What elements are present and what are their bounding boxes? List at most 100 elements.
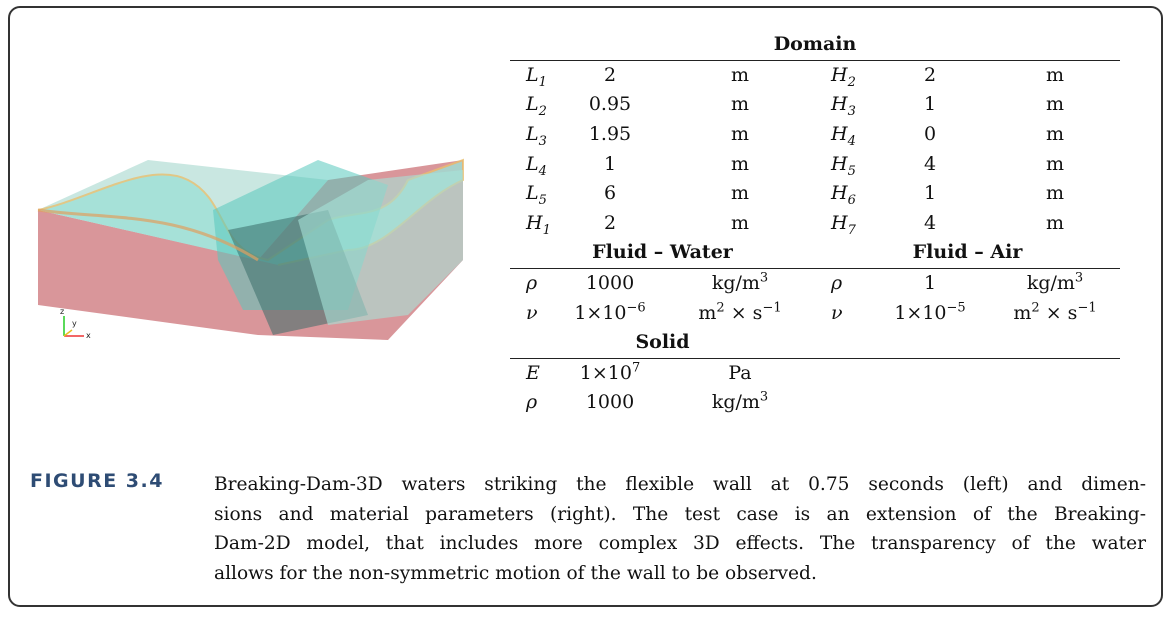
cell-text: 1 [604, 153, 616, 175]
table-cell: H4 [815, 120, 870, 150]
cell-text: ν [526, 302, 538, 324]
cell-text: H [831, 153, 848, 175]
table-cell: 1000 [555, 388, 665, 418]
cell-text: L [526, 182, 539, 204]
cell-text: H [831, 93, 848, 115]
cell-text: m [731, 123, 749, 145]
cell-text: 3 [1075, 271, 1083, 286]
table-cell: kg/m3 [665, 268, 815, 298]
table-cell: m [990, 120, 1120, 150]
cell-text: 4 [924, 212, 936, 234]
cell-text: −1 [762, 300, 781, 315]
table-cell: 1.95 [555, 120, 665, 150]
table-cell: Pa [665, 358, 815, 388]
cell-text: m [731, 182, 749, 204]
cell-text: 1 [539, 75, 547, 90]
table-cell: ν [815, 298, 870, 328]
cell-text: Pa [728, 362, 751, 384]
cell-text: 2 [604, 212, 616, 234]
table-cell: m2 × s−1 [990, 298, 1120, 328]
cell-text: 1 [924, 272, 936, 294]
cell-text: 2 [716, 300, 724, 315]
cell-text: 3 [539, 134, 547, 149]
table-cell: m [990, 60, 1120, 90]
cell-text: H [831, 212, 848, 234]
table-cell: 1×10−5 [870, 298, 990, 328]
cell-text: m [731, 153, 749, 175]
cell-text: 1 [924, 93, 936, 115]
cell-text: 1000 [586, 272, 634, 294]
table-cell: m [665, 149, 815, 179]
cell-text: ν [831, 302, 843, 324]
cell-text: L [526, 123, 539, 145]
table-row: E 1×107 Pa [510, 358, 1120, 388]
table-cell: L2 [510, 90, 555, 120]
table-row: ρ1000kg/m3ρ1kg/m3 [510, 268, 1120, 298]
cell-text: 3 [760, 271, 768, 286]
figure-caption: Breaking-Dam-3D waters striking the flex… [214, 470, 1146, 588]
axis-label: z [60, 307, 64, 316]
cell-text: 5 [539, 193, 547, 208]
cell-text: 1×10 [574, 302, 626, 324]
section-title: Solid [510, 328, 815, 358]
cell-text: 0 [924, 123, 936, 145]
cell-text: m [1046, 93, 1064, 115]
cell-text: E [526, 362, 540, 384]
table-cell: 2 [870, 60, 990, 90]
table-cell: 1 [870, 90, 990, 120]
table-cell: L4 [510, 149, 555, 179]
table-cell: 4 [870, 149, 990, 179]
cell-text: 2 [848, 75, 856, 90]
table-cell: ρ [815, 268, 870, 298]
cell-text: m [731, 212, 749, 234]
table-cell: kg/m3 [665, 388, 815, 418]
table-cell: 0.95 [555, 90, 665, 120]
cell-text: 1.95 [589, 123, 631, 145]
table-row: ν1×10−6m2 × s−1ν1×10−5m2 × s−1 [510, 298, 1120, 328]
cell-text: 6 [848, 193, 856, 208]
cell-text: 5 [848, 163, 856, 178]
cell-text: m [1046, 153, 1064, 175]
cell-text: 7 [632, 361, 640, 376]
cell-text: × s [725, 302, 763, 324]
table-cell: H1 [510, 209, 555, 239]
table-cell: kg/m3 [990, 268, 1120, 298]
table-cell: 1 [870, 268, 990, 298]
cell-text: m [1046, 212, 1064, 234]
table-cell: H6 [815, 179, 870, 209]
cell-text: m [698, 302, 716, 324]
cell-text: m [1013, 302, 1031, 324]
cell-text: L [526, 64, 539, 86]
cell-text: −6 [627, 300, 646, 315]
spacer [815, 328, 1120, 358]
figure-label: FIGURE 3.4 [30, 470, 164, 492]
table-cell: 1×107 [555, 358, 665, 388]
table-cell: L3 [510, 120, 555, 150]
table-cell: 0 [870, 120, 990, 150]
cell-text: ρ [831, 272, 842, 294]
table-cell: H3 [815, 90, 870, 120]
caption-line: Breaking-Dam-3D waters striking the flex… [214, 470, 1146, 500]
table-row: L4 1 m H5 4 m [510, 149, 1120, 179]
cell-text: 4 [539, 163, 547, 178]
cell-text: H [831, 123, 848, 145]
cell-text: 1000 [586, 391, 634, 413]
cell-text: −1 [1077, 300, 1096, 315]
cell-text: 0.95 [589, 93, 631, 115]
table-cell: L5 [510, 179, 555, 209]
cell-text: H [526, 212, 543, 234]
section-title: Fluid – Water [510, 238, 815, 268]
cell-text: 2 [924, 64, 936, 86]
table-cell: 1×10−6 [555, 298, 665, 328]
cell-text: 7 [848, 223, 856, 238]
table-cell: E [510, 358, 555, 388]
cell-text: 4 [924, 153, 936, 175]
cell-text: kg/m [1027, 272, 1075, 294]
cell-text: × s [1040, 302, 1078, 324]
table-cell: L1 [510, 60, 555, 90]
table-cell: 1 [870, 179, 990, 209]
table-cell: 2 [555, 60, 665, 90]
